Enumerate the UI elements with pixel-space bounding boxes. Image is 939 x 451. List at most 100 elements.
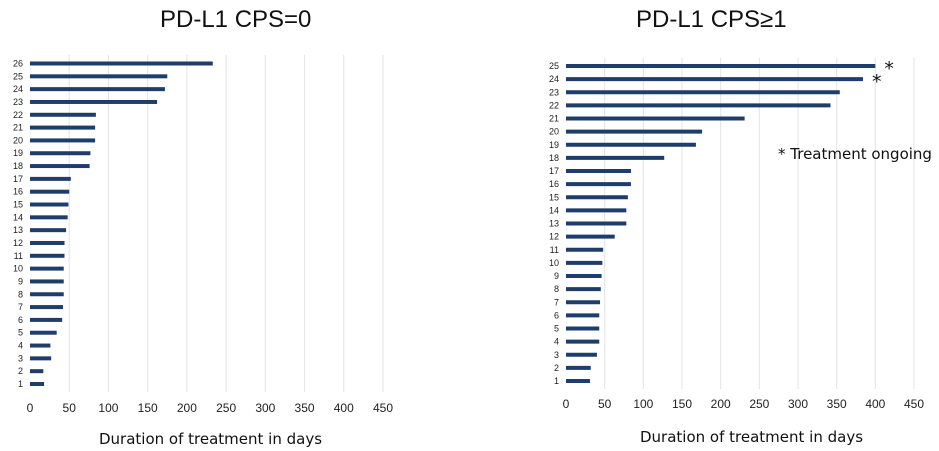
y-tick-label: 26 (13, 59, 23, 69)
x-tick-label: 50 (63, 401, 77, 415)
bar (30, 151, 91, 156)
y-tick-label: 2 (554, 363, 559, 373)
y-tick-label: 23 (13, 97, 23, 107)
y-tick-label: 7 (554, 297, 559, 307)
chart-1: 0 50 100 150 200 250 300 350 400 4501234567891011… (13, 55, 393, 415)
y-tick-label: 5 (554, 324, 559, 334)
bar (30, 125, 96, 130)
y-tick-label: 20 (13, 135, 23, 145)
bar (566, 326, 600, 331)
treatment-ongoing-note: * Treatment ongoing (778, 145, 932, 163)
y-tick-label: 25 (13, 71, 23, 81)
y-tick-label: 6 (554, 310, 559, 320)
ongoing-marker: * (872, 71, 882, 93)
left-x-axis-title: Duration of treatment in days (99, 430, 323, 448)
y-tick-label: 5 (18, 328, 23, 338)
y-tick-label: 22 (549, 100, 559, 110)
y-tick-label: 3 (554, 350, 559, 360)
bar (566, 77, 863, 82)
y-tick-label: 4 (18, 341, 23, 351)
y-tick-label: 23 (549, 87, 559, 97)
bar (30, 317, 63, 322)
bar (30, 74, 168, 79)
bar (566, 339, 600, 344)
y-tick-label: 14 (549, 205, 559, 215)
left-chart-title: PD-L1 CPS=0 (160, 6, 312, 33)
y-tick-label: 10 (549, 258, 559, 268)
y-tick-label: 12 (13, 238, 23, 248)
bar (566, 116, 745, 121)
x-tick-label: 400 (865, 397, 885, 411)
chart-2: 0 50 100 150 200 250 300 350 400 4501234567891011… (549, 58, 924, 411)
bar (30, 330, 57, 335)
bar (566, 129, 703, 134)
bar (30, 189, 70, 194)
y-tick-label: 2 (18, 366, 23, 376)
y-tick-label: 11 (550, 245, 559, 255)
y-tick-label: 8 (18, 289, 23, 299)
bar (566, 90, 840, 95)
x-tick-label: 100 (633, 397, 653, 411)
x-tick-label: 400 (334, 401, 354, 415)
y-tick-label: 22 (13, 110, 23, 120)
bar (566, 169, 631, 173)
x-tick-label: 450 (904, 397, 924, 411)
right-chart-title: PD-L1 CPS≥1 (636, 6, 787, 33)
bar (566, 155, 665, 160)
x-tick-label: 150 (672, 397, 692, 411)
y-tick-label: 17 (13, 174, 23, 184)
bar (30, 305, 63, 310)
x-tick-label: 350 (295, 401, 315, 415)
bar (566, 352, 597, 357)
x-tick-label: 0 (563, 397, 570, 411)
y-tick-label: 16 (549, 179, 559, 189)
bar (566, 313, 600, 318)
bar (30, 87, 165, 92)
bar (30, 99, 158, 104)
x-tick-label: 250 (749, 397, 769, 411)
bar (30, 266, 64, 271)
bar (566, 247, 604, 252)
y-tick-label: 6 (18, 315, 23, 325)
bar (30, 343, 51, 348)
y-tick-label: 25 (549, 61, 559, 71)
bar (30, 215, 68, 220)
bar (566, 208, 627, 213)
y-tick-label: 18 (549, 153, 559, 163)
y-tick-label: 4 (554, 337, 559, 347)
bar (30, 369, 44, 374)
y-tick-label: 9 (18, 276, 23, 286)
y-tick-label: 17 (549, 166, 559, 176)
bar (30, 292, 64, 297)
ongoing-marker: * (884, 58, 894, 80)
y-tick-label: 15 (13, 200, 23, 210)
x-tick-label: 450 (373, 401, 393, 415)
bar (566, 379, 590, 383)
y-tick-label: 10 (13, 264, 23, 274)
y-tick-label: 19 (13, 148, 23, 158)
x-tick-label: 100 (98, 401, 118, 415)
bar (566, 234, 615, 239)
x-tick-label: 200 (711, 397, 731, 411)
bar (30, 61, 213, 66)
bar (30, 176, 71, 181)
y-tick-label: 19 (549, 140, 559, 150)
x-tick-label: 250 (216, 401, 236, 415)
bar (566, 287, 601, 292)
y-tick-label: 20 (549, 127, 559, 137)
y-tick-label: 7 (18, 302, 23, 312)
bar (30, 138, 96, 143)
bar (566, 260, 603, 265)
x-tick-label: 200 (177, 401, 197, 415)
y-tick-label: 14 (13, 212, 23, 222)
bar (566, 274, 602, 278)
y-tick-label: 1 (18, 379, 23, 389)
y-tick-label: 13 (13, 225, 23, 235)
y-tick-label: 13 (549, 219, 559, 229)
bar (566, 182, 631, 187)
x-tick-label: 300 (788, 397, 808, 411)
x-tick-label: 150 (138, 401, 158, 415)
bar (30, 240, 65, 245)
y-tick-label: 1 (554, 376, 559, 386)
